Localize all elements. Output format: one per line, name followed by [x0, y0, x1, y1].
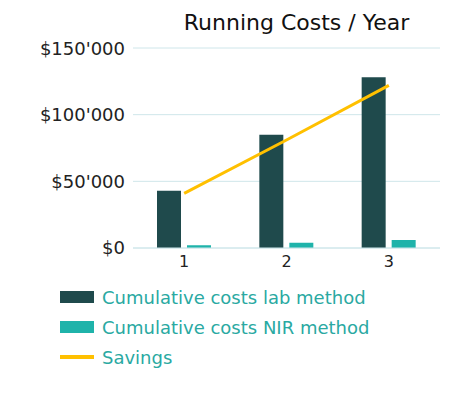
svg-text:$100'000: $100'000 [40, 104, 125, 125]
svg-text:$0: $0 [102, 237, 125, 258]
svg-text:2: 2 [281, 252, 291, 271]
html-text:Cumulative costs lab method: Cumulative costs lab method [102, 286, 366, 308]
svg-text:$50'000: $50'000 [51, 171, 125, 192]
svg-text:$150'000: $150'000 [40, 38, 125, 59]
html-text:Cumulative costs NIR method: Cumulative costs NIR method [102, 316, 370, 338]
html-text:Savings: Savings [102, 346, 173, 368]
svg-text:3: 3 [384, 252, 394, 271]
html-text:Running Costs / Year: Running Costs / Year [183, 10, 410, 35]
svg-text:1: 1 [179, 252, 189, 271]
